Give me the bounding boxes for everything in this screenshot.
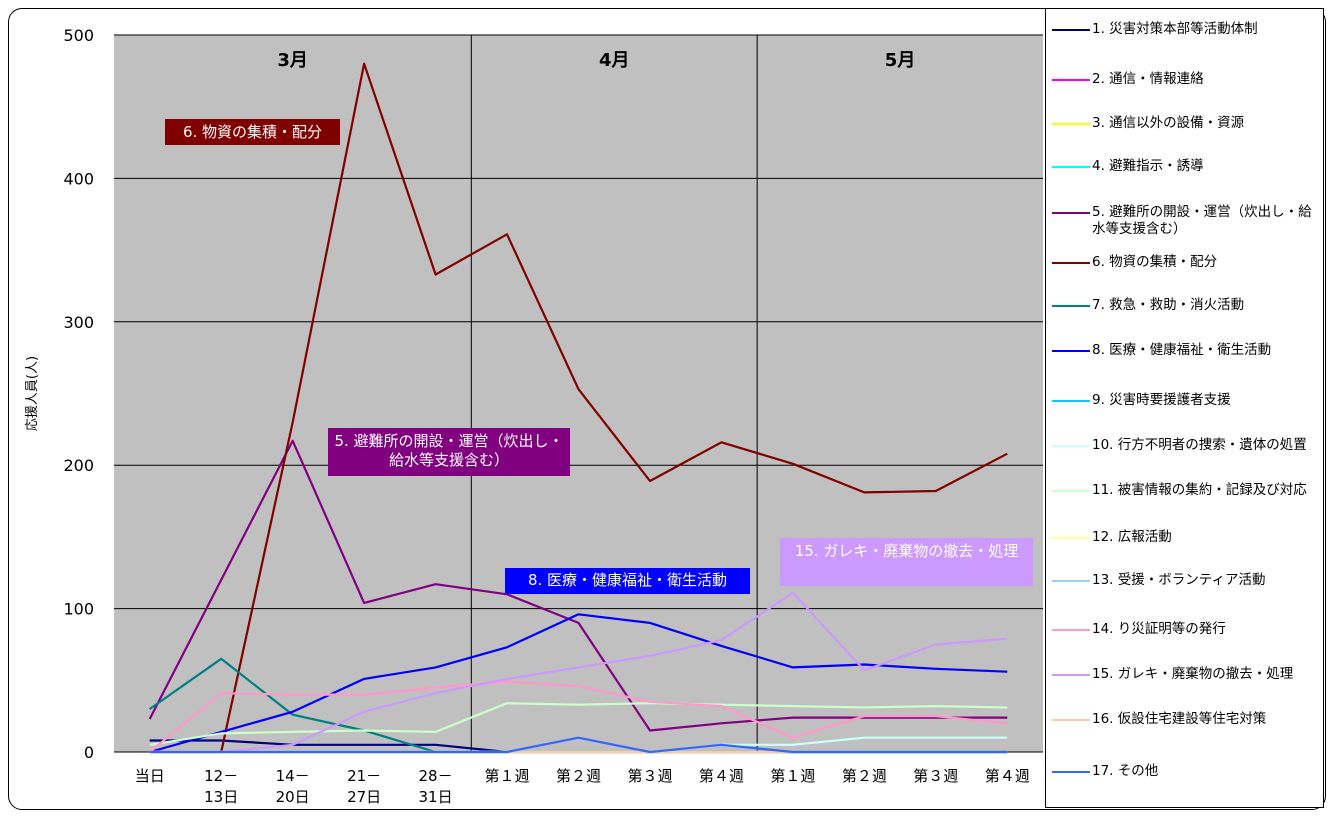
legend-label: 7. 救急・救助・消火活動 [1092,297,1245,313]
x-tick-label: 12－ 13日 [204,767,238,806]
legend-label: 3. 通信以外の設備・資源 [1092,115,1245,131]
x-tick-label: 第４週 [699,767,744,785]
y-axis-label: 応援人員(人) [25,356,40,431]
x-tick-label: 第４週 [985,767,1030,785]
legend-swatch [1052,537,1090,539]
legend-swatch [1052,305,1090,307]
x-tick-label: 第１週 [770,767,815,785]
legend-label: 2. 通信・情報連絡 [1092,71,1204,87]
legend-swatch [1052,79,1090,81]
x-tick-label: 当日 [135,767,165,785]
series-line-11 [149,702,1008,746]
annotation-shelter: 5. 避難所の開設・運営（炊出し・給水等支援含む） [328,428,570,476]
legend-label: 4. 避難指示・誘導 [1092,158,1204,174]
legend-label: 16. 仮設住宅建設等住宅対策 [1092,711,1267,727]
legend-swatch [1052,771,1090,773]
legend-swatch [1052,212,1090,214]
series-line-15 [149,591,1008,754]
month-label: 5月 [885,50,916,71]
legend-label: 8. 医療・健康福祉・衛生活動 [1092,342,1272,358]
legend-label: 9. 災害時要援護者支援 [1092,392,1231,408]
legend-swatch [1052,629,1090,631]
legend-swatch [1052,29,1090,31]
legend-label: 12. 広報活動 [1092,529,1172,545]
month-label: 4月 [599,50,630,71]
y-tick-label: 400 [63,169,94,188]
legend-label: 14. り災証明等の発行 [1092,621,1226,637]
x-tick-label: 28－ 31日 [419,767,453,806]
legend-label: 17. その他 [1092,763,1159,779]
legend-swatch [1052,719,1090,721]
series-line-17 [149,736,1008,754]
legend-label: 1. 災害対策本部等活動体制 [1092,21,1258,37]
legend-swatch [1052,400,1090,402]
annotation-medical: 8. 医療・健康福祉・衛生活動 [505,568,750,594]
y-tick-label: 0 [84,743,94,762]
x-tick-label: 第１週 [485,767,530,785]
legend-swatch [1052,674,1090,676]
annotation-debris: 15. ガレキ・廃棄物の撤去・処理 [780,538,1033,586]
legend: 1. 災害対策本部等活動体制 2. 通信・情報連絡 3. 通信以外の設備・資源 4. … [1045,8,1324,808]
y-tick-label: 200 [63,456,94,475]
y-tick-label: 300 [63,313,94,332]
legend-label: 11. 被害情報の集約・記録及び対応 [1092,482,1307,498]
legend-swatch [1052,350,1090,352]
annotation-supplies: 6. 物資の集積・配分 [165,119,340,145]
x-tick-label: 21－ 27日 [347,767,381,806]
series-line-5 [148,439,1008,732]
series-line-8 [149,613,1008,754]
series-line-6 [149,62,1008,754]
legend-label: 13. 受援・ボランティア活動 [1092,572,1266,588]
y-tick-label: 500 [63,26,94,45]
legend-label: 10. 行方不明者の捜索・遺体の処置 [1092,437,1307,453]
legend-label: 6. 物資の集積・配分 [1092,254,1218,270]
plot-area [114,35,1043,752]
legend-label: 5. 避難所の開設・運営（炊出し・給水等支援含む） [1092,204,1312,237]
y-tick-label: 100 [63,600,94,619]
x-tick-label: 第２週 [556,767,601,785]
legend-swatch [1052,490,1090,492]
legend-swatch [1052,123,1090,125]
legend-label: 15. ガレキ・廃棄物の撤去・処理 [1092,666,1294,682]
month-label: 3月 [277,50,308,71]
x-tick-label: 第２週 [842,767,887,785]
x-tick-label: 第３週 [913,767,958,785]
series-line-14 [149,680,1008,753]
x-tick-label: 第３週 [627,767,672,785]
legend-swatch [1052,262,1090,264]
legend-swatch [1052,580,1090,582]
x-tick-label: 14－ 20日 [276,767,310,806]
legend-swatch [1052,445,1090,447]
legend-swatch [1052,166,1090,168]
